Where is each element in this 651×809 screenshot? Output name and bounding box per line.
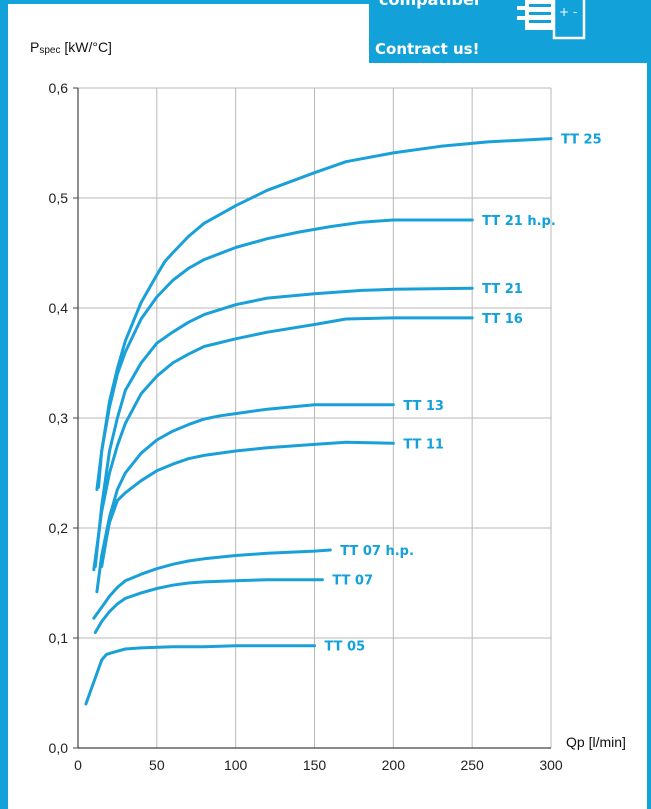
chart-grid <box>78 87 552 748</box>
series-label-tt-21: TT 21 <box>482 282 523 297</box>
right-frame-bar <box>647 0 651 809</box>
y-tick-label: 0,0 <box>49 740 69 756</box>
x-tick-label: 100 <box>224 757 248 773</box>
series-label-tt-13: TT 13 <box>403 399 444 414</box>
contact-link[interactable]: Contract us! <box>375 40 480 58</box>
chart-series: TT 25 TT 21 h.p. TT 21 TT 16 TT 13 TT 11 TT 07… <box>84 133 602 706</box>
series-label-tt-25: TT 25 <box>561 133 602 148</box>
series-label-tt-11: TT 11 <box>403 437 444 452</box>
series-line-tt-25 <box>95 137 553 491</box>
series-line-tt-05 <box>84 644 316 706</box>
y-tick-label: 0,3 <box>49 410 69 426</box>
left-frame-bar <box>0 0 8 809</box>
y-tick-label: 0,4 <box>49 300 69 316</box>
battery-plus-minus-icon: + - <box>517 0 586 40</box>
x-tick-label: 250 <box>460 757 484 773</box>
series-line-tt-13 <box>95 403 395 594</box>
y-tick-label: 0,2 <box>49 520 69 536</box>
x-tick-label: 50 <box>149 757 165 773</box>
y-tick-label: 0,5 <box>49 190 69 206</box>
y-tick-label: 0,1 <box>49 630 69 646</box>
x-tick-label: 200 <box>382 757 406 773</box>
y-axis-label: Pspec [kW/°C] <box>30 39 112 56</box>
x-tick-label: 0 <box>74 757 82 773</box>
promo-banner[interactable]: compatibel Contract us! + - <box>369 0 650 63</box>
series-line-tt-07-h-p <box>92 548 332 620</box>
series-line-tt-11 <box>100 440 395 568</box>
x-axis-label: Qp [l/min] <box>566 734 626 750</box>
y-tick-label: 0,6 <box>49 80 69 96</box>
series-label-tt-05: TT 05 <box>325 640 366 655</box>
svg-text:-: - <box>573 5 577 19</box>
series-label-tt-21-h-p: TT 21 h.p. <box>482 214 556 229</box>
chart-axes: 0 50 100 150 200 250 300 0,0 0,1 0,2 0,3 0,4 0,5 0,6 <box>49 80 563 773</box>
top-frame-bar <box>0 0 651 4</box>
series-label-tt-16: TT 16 <box>482 312 523 327</box>
series-label-tt-07-h-p: TT 07 h.p. <box>340 544 414 559</box>
series-line-tt-16 <box>92 316 474 572</box>
x-tick-label: 300 <box>539 757 563 773</box>
series-line-tt-07 <box>93 578 324 634</box>
series-line-tt-21 <box>93 286 474 568</box>
x-tick-label: 150 <box>303 757 327 773</box>
banner-headline: compatibel <box>379 0 479 9</box>
svg-text:+: + <box>559 5 569 19</box>
series-line-tt-21-h-p <box>97 218 474 489</box>
series-label-tt-07: TT 07 <box>332 574 373 589</box>
